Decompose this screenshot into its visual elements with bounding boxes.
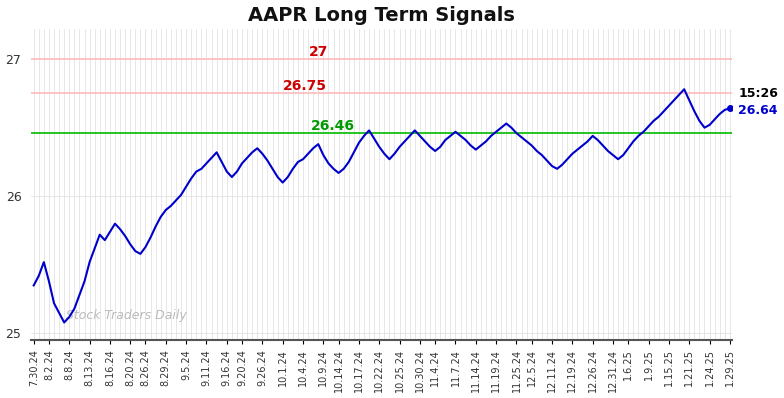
Text: 15:26: 15:26 bbox=[739, 87, 778, 100]
Title: AAPR Long Term Signals: AAPR Long Term Signals bbox=[249, 6, 515, 25]
Text: 26.75: 26.75 bbox=[283, 79, 327, 94]
Text: 26.64: 26.64 bbox=[739, 104, 778, 117]
Text: 27: 27 bbox=[309, 45, 328, 59]
Text: 26.46: 26.46 bbox=[310, 119, 354, 133]
Text: Stock Traders Daily: Stock Traders Daily bbox=[66, 308, 187, 322]
